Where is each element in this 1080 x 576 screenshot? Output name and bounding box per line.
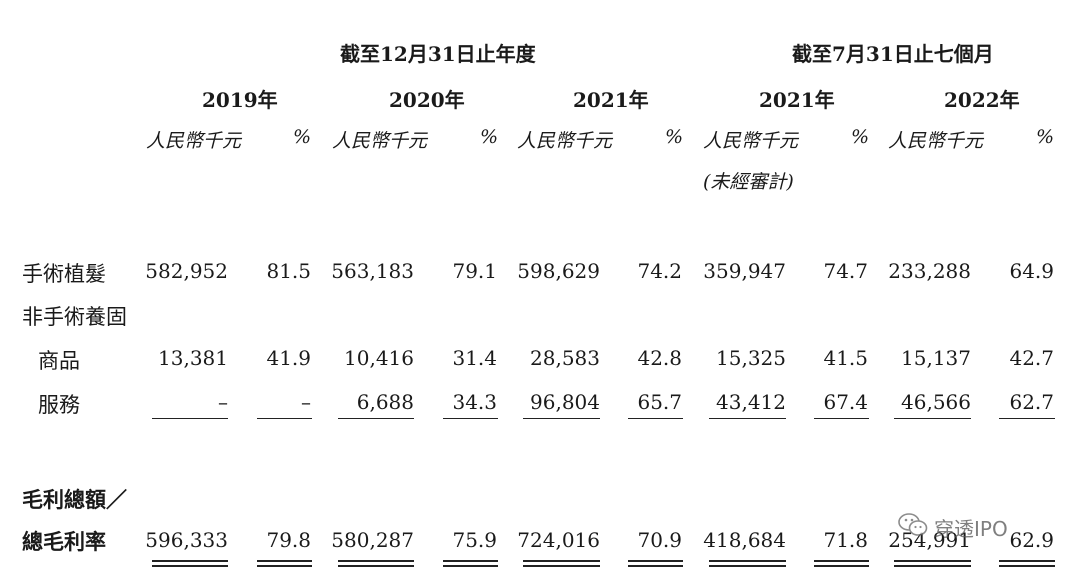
total-double-rule <box>814 560 869 567</box>
total-double-rule <box>999 560 1055 567</box>
total-cell-value-rmb: 418,684 <box>703 528 786 552</box>
table-cell-value-rmb: 15,325 <box>716 346 786 370</box>
unit-pct: % <box>480 126 499 148</box>
watermark-text: 穿透IPO <box>934 516 1008 541</box>
subtotal-rule <box>257 418 312 419</box>
header-year-period: 截至12月31日止年度 <box>340 42 536 66</box>
wechat-icon <box>898 512 928 542</box>
total-cell-value-pct: 71.8 <box>823 528 868 552</box>
subtotal-rule <box>338 418 414 419</box>
total-cell-value-rmb: 580,287 <box>331 528 414 552</box>
table-cell-value-rmb: 6,688 <box>356 390 414 414</box>
table-cell-value-pct: 41.5 <box>823 346 868 370</box>
total-double-rule <box>443 560 498 567</box>
table-cell-value-rmb: 563,183 <box>331 259 414 283</box>
table-cell-value-rmb: 598,629 <box>517 259 600 283</box>
unit-rmb: 人民幣千元 <box>888 130 984 152</box>
row-label-non-surgical: 非手術養固 <box>22 305 127 329</box>
total-double-rule <box>628 560 683 567</box>
total-label-line1: 毛利總額／ <box>22 487 127 512</box>
watermark: 穿透IPO <box>898 512 1008 542</box>
subtotal-rule <box>709 418 786 419</box>
year-header: 2020年 <box>389 88 465 112</box>
unit-pct: % <box>293 126 312 148</box>
table-cell-value-pct: 67.4 <box>823 390 868 414</box>
unit-rmb: 人民幣千元 <box>146 130 242 152</box>
total-double-rule <box>523 560 600 567</box>
table-cell-value-pct: 42.7 <box>1009 346 1054 370</box>
unit-pct: % <box>851 126 870 148</box>
table-cell-value-pct: 42.8 <box>637 346 682 370</box>
total-cell-value-rmb: 724,016 <box>517 528 600 552</box>
row-label-products: 商品 <box>38 349 80 373</box>
total-cell-value-rmb: 254,991 <box>888 528 971 552</box>
total-cell-value-pct: 62.9 <box>1009 528 1054 552</box>
subtotal-rule <box>999 418 1055 419</box>
subtotal-rule <box>443 418 498 419</box>
subtotal-rule <box>894 418 971 419</box>
row-label-services: 服務 <box>38 393 80 417</box>
unaudited-note: (未經審計) <box>703 171 794 193</box>
total-cell-value-rmb: 596,333 <box>145 528 228 552</box>
table-cell-value-rmb: 233,288 <box>888 259 971 283</box>
table-cell-value-pct: 34.3 <box>452 390 497 414</box>
table-cell-value-pct: 79.1 <box>452 259 497 283</box>
total-double-rule <box>709 560 786 567</box>
table-cell-value-pct: 74.2 <box>637 259 682 283</box>
year-header: 2021年 <box>759 88 835 112</box>
table-cell-value-rmb: 28,583 <box>530 346 600 370</box>
row-label-surgical-hair-transplant: 手術植髮 <box>22 262 106 286</box>
table-cell-value-rmb: 43,412 <box>716 390 786 414</box>
table-cell-value-rmb: 96,804 <box>530 390 600 414</box>
header-seven-month-period: 截至7月31日止七個月 <box>792 42 994 66</box>
table-cell-value-pct: 31.4 <box>452 346 497 370</box>
subtotal-rule <box>814 418 869 419</box>
total-cell-value-pct: 79.8 <box>266 528 311 552</box>
total-label-line2: 總毛利率 <box>22 529 106 554</box>
table-cell-value-rmb: 46,566 <box>901 390 971 414</box>
table-cell-value-rmb: 15,137 <box>901 346 971 370</box>
year-header: 2019年 <box>202 88 278 112</box>
total-double-rule <box>894 560 971 567</box>
subtotal-rule <box>628 418 683 419</box>
table-cell-value-pct: 65.7 <box>637 390 682 414</box>
unit-pct: % <box>665 126 684 148</box>
unit-pct: % <box>1036 126 1055 148</box>
table-cell-value-pct: 62.7 <box>1009 390 1054 414</box>
total-double-rule <box>257 560 312 567</box>
unit-rmb: 人民幣千元 <box>517 130 613 152</box>
subtotal-rule <box>523 418 600 419</box>
unit-rmb: 人民幣千元 <box>332 130 428 152</box>
table-cell-value-rmb: 10,416 <box>344 346 414 370</box>
unit-rmb: 人民幣千元 <box>703 130 799 152</box>
total-cell-value-pct: 75.9 <box>452 528 497 552</box>
table-cell-value-pct: 81.5 <box>266 259 311 283</box>
total-double-rule <box>152 560 228 567</box>
total-double-rule <box>338 560 414 567</box>
table-cell-value-pct: – <box>301 390 311 414</box>
table-cell-value-rmb: 13,381 <box>158 346 228 370</box>
subtotal-rule <box>152 418 228 419</box>
table-cell-value-rmb: 359,947 <box>703 259 786 283</box>
year-header: 2021年 <box>573 88 649 112</box>
table-cell-value-pct: 64.9 <box>1009 259 1054 283</box>
table-cell-value-rmb: 582,952 <box>145 259 228 283</box>
table-cell-value-pct: 41.9 <box>266 346 311 370</box>
year-header: 2022年 <box>944 88 1020 112</box>
total-cell-value-pct: 70.9 <box>637 528 682 552</box>
table-cell-value-pct: 74.7 <box>823 259 868 283</box>
table-cell-value-rmb: – <box>218 390 228 414</box>
